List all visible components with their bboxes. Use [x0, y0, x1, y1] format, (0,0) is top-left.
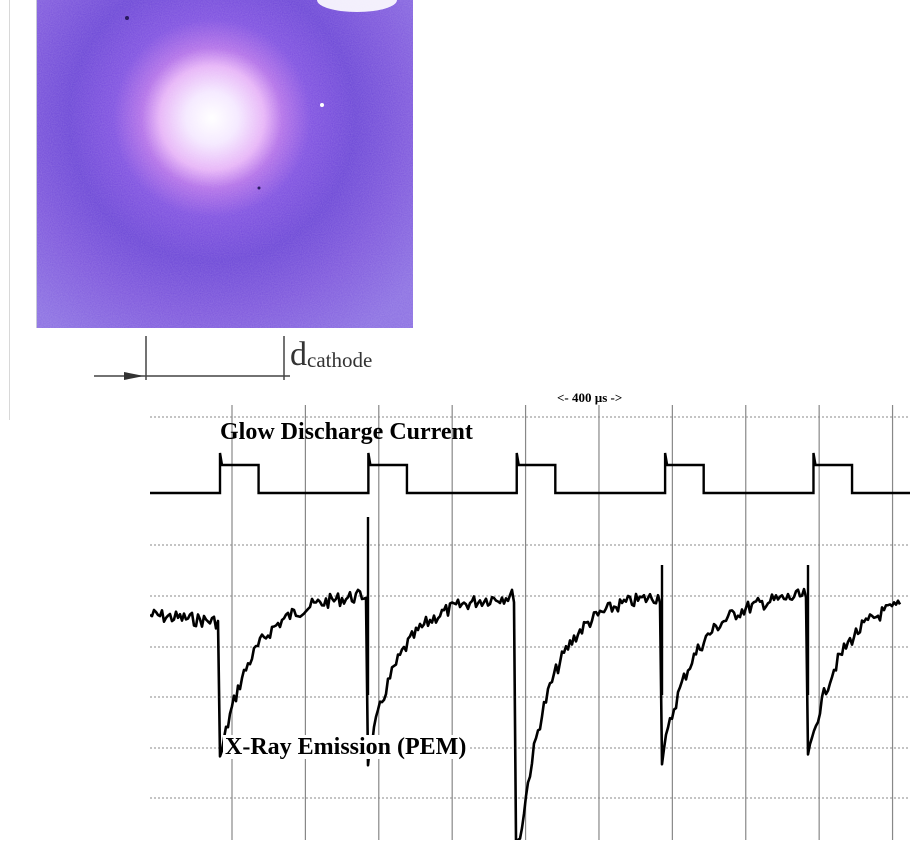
diameter-subscript: cathode: [307, 348, 373, 372]
oscilloscope-trace: [150, 405, 910, 840]
x-ray-emission-trace: [150, 587, 902, 840]
left-border-rule: [9, 0, 10, 420]
plasma-glow-image: [37, 0, 413, 328]
glow-current-trace: [150, 452, 910, 495]
cathode-scale-bar: [94, 336, 290, 380]
time-scale-label: <- 400 µs ->: [557, 390, 623, 405]
oscilloscope-traces: [150, 452, 910, 840]
x-ray-emission-label: X-Ray Emission (PEM): [223, 734, 469, 760]
glow-discharge-current-label: Glow Discharge Current: [220, 419, 473, 445]
plasma-glow-photo: [36, 0, 413, 328]
cathode-diameter-label: dcathode: [290, 338, 372, 372]
oscilloscope-grid: [150, 405, 910, 840]
diameter-symbol: d: [290, 336, 307, 373]
